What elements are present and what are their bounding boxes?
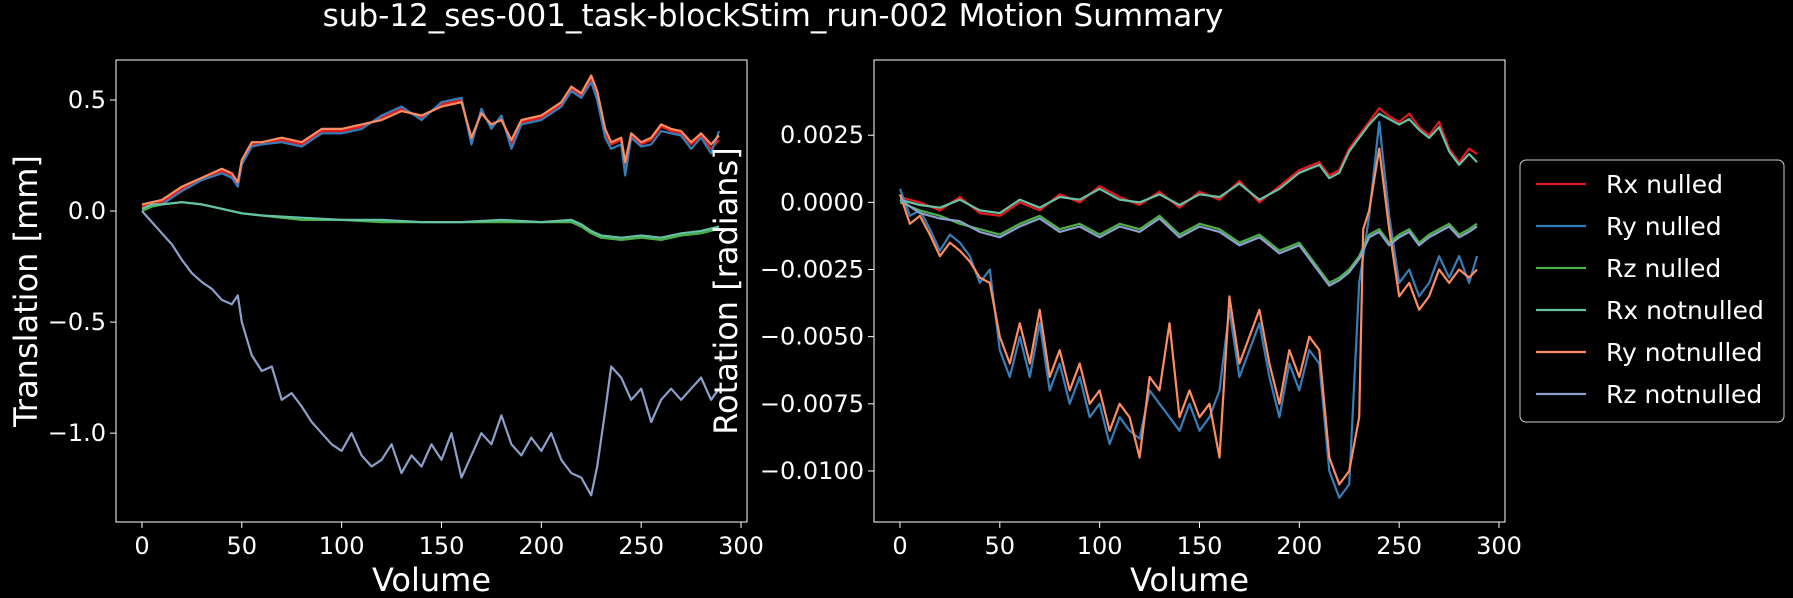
- rotation-series-ry-nulled: [898, 120, 1479, 499]
- translation-xtick-label: 250: [618, 532, 664, 560]
- rotation-ytick-label: 0.0000: [780, 188, 864, 216]
- rotation-axes: 0 50 100 150 200 250 300 −0.0100 −0.0075 −0.0050 −…: [707, 59, 1522, 598]
- translation-plot-area: [116, 60, 747, 522]
- legend-label-rx-notnulled: Rx notnulled: [1606, 296, 1764, 325]
- rotation-xtick-label: 100: [1077, 532, 1123, 560]
- rotation-ytick-label: 0.0025: [780, 121, 864, 149]
- legend-label-rx-nulled: Rx nulled: [1606, 170, 1723, 199]
- translation-x-axis-label: Volume: [372, 561, 491, 598]
- rotation-xtick-label: 250: [1376, 532, 1422, 560]
- translation-axes: 0 50 100 150 200 250 300 −1.0 −0.5 0.0 0.5 Volume Tr…: [7, 59, 764, 598]
- rotation-series-ry-notnulled: [898, 147, 1478, 486]
- rotation-series-rz-nulled: [899, 201, 1478, 284]
- rotation-series-group: [898, 107, 1479, 499]
- translation-ytick-label: −1.0: [48, 419, 106, 447]
- translation-xtick-label: 200: [518, 532, 564, 560]
- rotation-y-axis-label: Rotation [radians]: [707, 147, 745, 435]
- translation-ytick-label: 0.0: [68, 197, 106, 225]
- rotation-ytick-label: −0.0050: [760, 323, 864, 351]
- translation-xtick-label: 50: [227, 532, 258, 560]
- translation-y-axis-label: Translation [mm]: [7, 155, 45, 428]
- legend-label-rz-nulled: Rz nulled: [1606, 254, 1721, 283]
- translation-series-group: [141, 74, 721, 497]
- rotation-ytick-label: −0.0100: [760, 457, 864, 485]
- rotation-spines: [873, 59, 1506, 523]
- rotation-ytick-label: −0.0075: [760, 390, 864, 418]
- rotation-ytick-label: −0.0025: [760, 256, 864, 284]
- rotation-x-axis-label: Volume: [1130, 561, 1249, 598]
- rotation-xtick-label: 300: [1476, 532, 1522, 560]
- translation-series-ry-notnulled: [141, 74, 720, 206]
- rotation-series-rx-notnulled: [899, 112, 1478, 215]
- rotation-plot-area: [874, 60, 1505, 522]
- translation-xtick-label: 300: [718, 532, 764, 560]
- figure-title: sub-12_ses-001_task-blockStim_run-002 Mo…: [323, 0, 1224, 34]
- legend-label-ry-notnulled: Ry notnulled: [1606, 338, 1763, 367]
- translation-ytick-label: 0.5: [68, 86, 106, 114]
- translation-xtick-label: 0: [134, 532, 149, 560]
- rotation-xtick-label: 50: [985, 532, 1016, 560]
- rotation-xtick-label: 200: [1276, 532, 1322, 560]
- translation-ytick-label: −0.5: [48, 308, 106, 336]
- translation-xtick-label: 150: [419, 532, 465, 560]
- legend-label-ry-nulled: Ry nulled: [1606, 212, 1722, 241]
- translation-series-rx-notnulled: [141, 201, 720, 239]
- translation-series-rz-notnulled: [141, 210, 720, 497]
- rotation-xtick-label: 0: [892, 532, 907, 560]
- rotation-xtick-label: 150: [1177, 532, 1223, 560]
- legend: Rx nulled Ry nulled Rz nulled Rx notnulled R…: [1519, 159, 1785, 423]
- translation-spines: [115, 59, 748, 523]
- translation-xtick-label: 100: [319, 532, 365, 560]
- rotation-series-rz-notnulled: [899, 198, 1478, 287]
- legend-label-rz-notnulled: Rz notnulled: [1606, 380, 1762, 409]
